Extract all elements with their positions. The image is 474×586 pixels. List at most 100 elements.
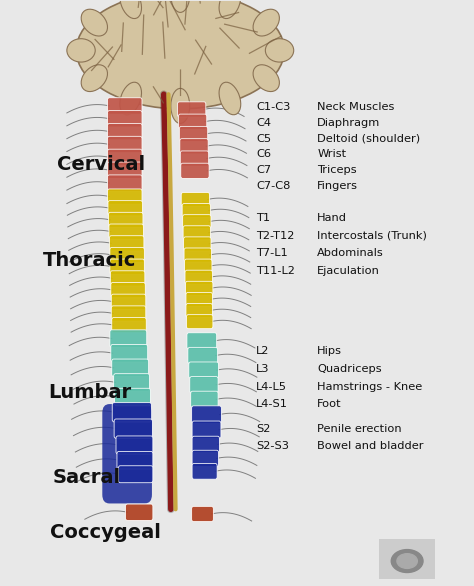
Text: Hips: Hips — [318, 346, 342, 356]
FancyBboxPatch shape — [109, 224, 144, 239]
FancyBboxPatch shape — [186, 292, 212, 306]
FancyBboxPatch shape — [192, 464, 217, 479]
FancyBboxPatch shape — [112, 359, 149, 377]
FancyBboxPatch shape — [183, 226, 210, 240]
FancyBboxPatch shape — [114, 374, 150, 391]
FancyBboxPatch shape — [110, 247, 145, 263]
Text: Hamstrings - Knee: Hamstrings - Knee — [318, 381, 423, 391]
FancyBboxPatch shape — [184, 248, 211, 262]
Text: Fingers: Fingers — [318, 181, 358, 191]
Text: L4-L5: L4-L5 — [256, 381, 287, 391]
Text: S2: S2 — [256, 424, 270, 434]
FancyBboxPatch shape — [191, 506, 213, 522]
Ellipse shape — [81, 9, 108, 36]
FancyBboxPatch shape — [177, 102, 206, 117]
Text: Wrist: Wrist — [318, 149, 346, 159]
Text: Hand: Hand — [318, 213, 347, 223]
FancyBboxPatch shape — [148, 49, 177, 96]
FancyBboxPatch shape — [182, 214, 211, 229]
Ellipse shape — [81, 65, 108, 91]
Text: Sacral: Sacral — [53, 468, 121, 486]
FancyBboxPatch shape — [112, 403, 152, 422]
Text: Diaphragm: Diaphragm — [318, 118, 381, 128]
Text: T2-T12: T2-T12 — [256, 231, 294, 241]
Ellipse shape — [219, 82, 241, 115]
FancyBboxPatch shape — [181, 163, 209, 178]
FancyBboxPatch shape — [191, 391, 218, 408]
Text: C4: C4 — [256, 118, 271, 128]
Text: Abdominals: Abdominals — [318, 248, 384, 258]
Text: Intercostals (Trunk): Intercostals (Trunk) — [318, 231, 427, 241]
FancyBboxPatch shape — [115, 389, 151, 406]
FancyBboxPatch shape — [184, 259, 212, 273]
Text: Thoracic: Thoracic — [43, 251, 137, 270]
Text: Penile erection: Penile erection — [318, 424, 402, 434]
Text: Ejaculation: Ejaculation — [318, 266, 380, 276]
Text: Quadriceps: Quadriceps — [318, 364, 382, 374]
FancyBboxPatch shape — [108, 162, 142, 178]
FancyBboxPatch shape — [108, 149, 142, 166]
FancyBboxPatch shape — [111, 345, 148, 362]
Text: Coccygeal: Coccygeal — [50, 523, 161, 542]
FancyBboxPatch shape — [111, 306, 146, 321]
FancyBboxPatch shape — [187, 333, 217, 349]
Text: C6: C6 — [256, 149, 271, 159]
Ellipse shape — [253, 9, 279, 36]
Text: Lumbar: Lumbar — [48, 383, 131, 402]
FancyBboxPatch shape — [117, 451, 153, 469]
FancyBboxPatch shape — [114, 419, 153, 438]
FancyBboxPatch shape — [126, 504, 153, 520]
Ellipse shape — [171, 88, 190, 124]
Text: Triceps: Triceps — [318, 165, 357, 175]
FancyBboxPatch shape — [108, 189, 142, 204]
FancyBboxPatch shape — [110, 259, 145, 274]
Ellipse shape — [76, 0, 284, 109]
FancyBboxPatch shape — [185, 281, 213, 295]
FancyBboxPatch shape — [108, 111, 142, 127]
FancyBboxPatch shape — [109, 212, 143, 227]
Ellipse shape — [120, 82, 142, 115]
FancyBboxPatch shape — [188, 347, 218, 364]
Text: L2: L2 — [256, 346, 269, 356]
Ellipse shape — [265, 39, 294, 62]
FancyBboxPatch shape — [192, 450, 219, 466]
Text: T7-L1: T7-L1 — [256, 248, 288, 258]
FancyBboxPatch shape — [110, 271, 145, 286]
FancyBboxPatch shape — [183, 237, 211, 251]
Text: C7: C7 — [256, 165, 271, 175]
FancyBboxPatch shape — [178, 114, 207, 130]
Ellipse shape — [67, 39, 95, 62]
Ellipse shape — [219, 0, 241, 19]
FancyBboxPatch shape — [110, 330, 147, 347]
Text: Cervical: Cervical — [57, 155, 146, 174]
FancyBboxPatch shape — [190, 377, 218, 393]
FancyBboxPatch shape — [111, 294, 146, 309]
FancyBboxPatch shape — [112, 318, 146, 333]
FancyBboxPatch shape — [111, 282, 146, 298]
FancyBboxPatch shape — [108, 98, 142, 114]
FancyBboxPatch shape — [116, 436, 153, 454]
FancyBboxPatch shape — [192, 421, 221, 438]
FancyBboxPatch shape — [180, 151, 209, 166]
Text: L3: L3 — [256, 364, 269, 374]
FancyBboxPatch shape — [186, 315, 213, 329]
Text: Foot: Foot — [318, 399, 342, 409]
FancyBboxPatch shape — [180, 139, 208, 154]
Ellipse shape — [120, 0, 142, 19]
Text: C1-C3: C1-C3 — [256, 102, 290, 112]
Text: C7-C8: C7-C8 — [256, 181, 290, 191]
FancyBboxPatch shape — [185, 270, 212, 284]
FancyBboxPatch shape — [108, 200, 143, 216]
FancyBboxPatch shape — [179, 127, 208, 142]
Text: Bowel and bladder: Bowel and bladder — [318, 441, 424, 451]
Text: S2-S3: S2-S3 — [256, 441, 289, 451]
Text: Neck Muscles: Neck Muscles — [318, 102, 395, 112]
Text: T11-L2: T11-L2 — [256, 266, 295, 276]
FancyBboxPatch shape — [118, 466, 153, 483]
FancyBboxPatch shape — [108, 137, 142, 153]
FancyBboxPatch shape — [108, 175, 142, 191]
Ellipse shape — [171, 0, 190, 12]
FancyBboxPatch shape — [102, 404, 152, 503]
Text: Deltoid (shoulder): Deltoid (shoulder) — [318, 134, 420, 144]
FancyBboxPatch shape — [192, 436, 219, 452]
